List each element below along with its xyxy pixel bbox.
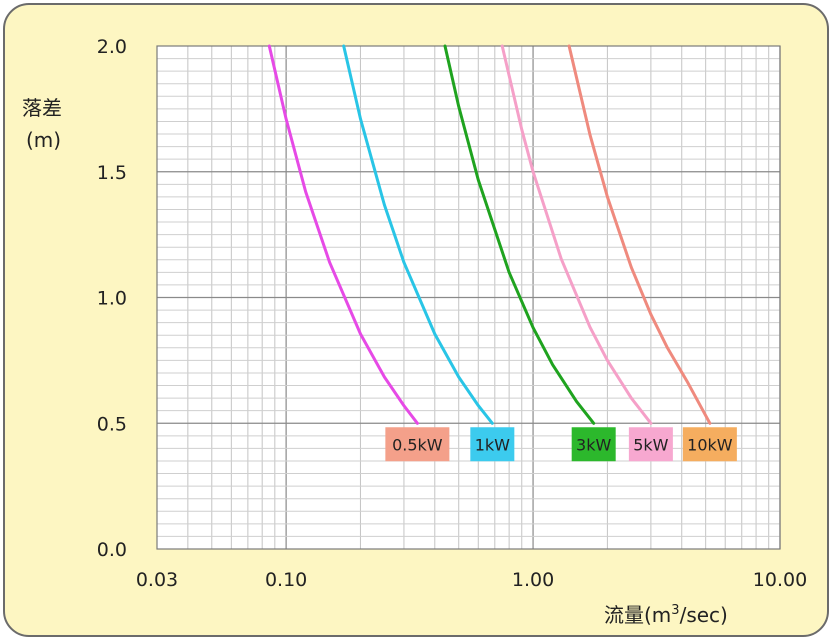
series-label-0.5kW: 0.5kW [385, 427, 450, 462]
series-label-box [470, 427, 515, 462]
series-label-box [385, 427, 450, 462]
series-line-1kW [342, 44, 494, 425]
series-line-10kW [567, 44, 712, 425]
x-tick-label: 0.03 [136, 569, 178, 591]
series-label-text: 0.5kW [392, 435, 443, 454]
y-axis-unit: (m) [26, 128, 61, 152]
series-line-3kW [443, 44, 596, 425]
tick-labels: 0.03 0.10 1.00 10.00 0.0 0.5 1.0 1.5 2.0 [97, 36, 807, 591]
x-tick-label: 10.00 [753, 569, 807, 591]
x-tick-label: 0.10 [265, 569, 307, 591]
series-line-0.5kW [267, 44, 419, 425]
series-label-text: 1kW [475, 435, 510, 454]
y-tick-label: 1.5 [97, 162, 127, 184]
x-axis-label: 流量(m3/sec) [604, 603, 728, 627]
grid [156, 46, 781, 549]
series-label-box [628, 427, 673, 462]
series-line-5kW [500, 44, 653, 425]
series-label-3kW: 3kW [571, 427, 616, 462]
y-tick-label: 0.0 [97, 539, 127, 561]
y-axis-label: 落差 [22, 96, 62, 120]
x-axis-label-prefix: 流量(m [604, 603, 671, 627]
series-label-5kW: 5kW [628, 427, 673, 462]
plot-border [156, 45, 781, 550]
y-tick-label: 0.5 [97, 413, 127, 435]
series-label-box [682, 427, 737, 462]
y-tick-label: 1.0 [97, 288, 127, 310]
x-axis-label-suffix: /sec) [680, 603, 728, 627]
series-label-text: 3kW [576, 435, 611, 454]
series-label-text: 10kW [687, 435, 733, 454]
series-label-text: 5kW [633, 435, 668, 454]
series-label-1kW: 1kW [470, 427, 515, 462]
series-label-box [571, 427, 616, 462]
x-axis-label-sup: 3 [671, 603, 679, 618]
series-layer: 0.5kW 1kW 3kW 5kW 10kW [267, 44, 737, 462]
y-tick-label: 2.0 [97, 36, 127, 58]
x-tick-label: 1.00 [512, 569, 554, 591]
series-label-10kW: 10kW [682, 427, 737, 462]
